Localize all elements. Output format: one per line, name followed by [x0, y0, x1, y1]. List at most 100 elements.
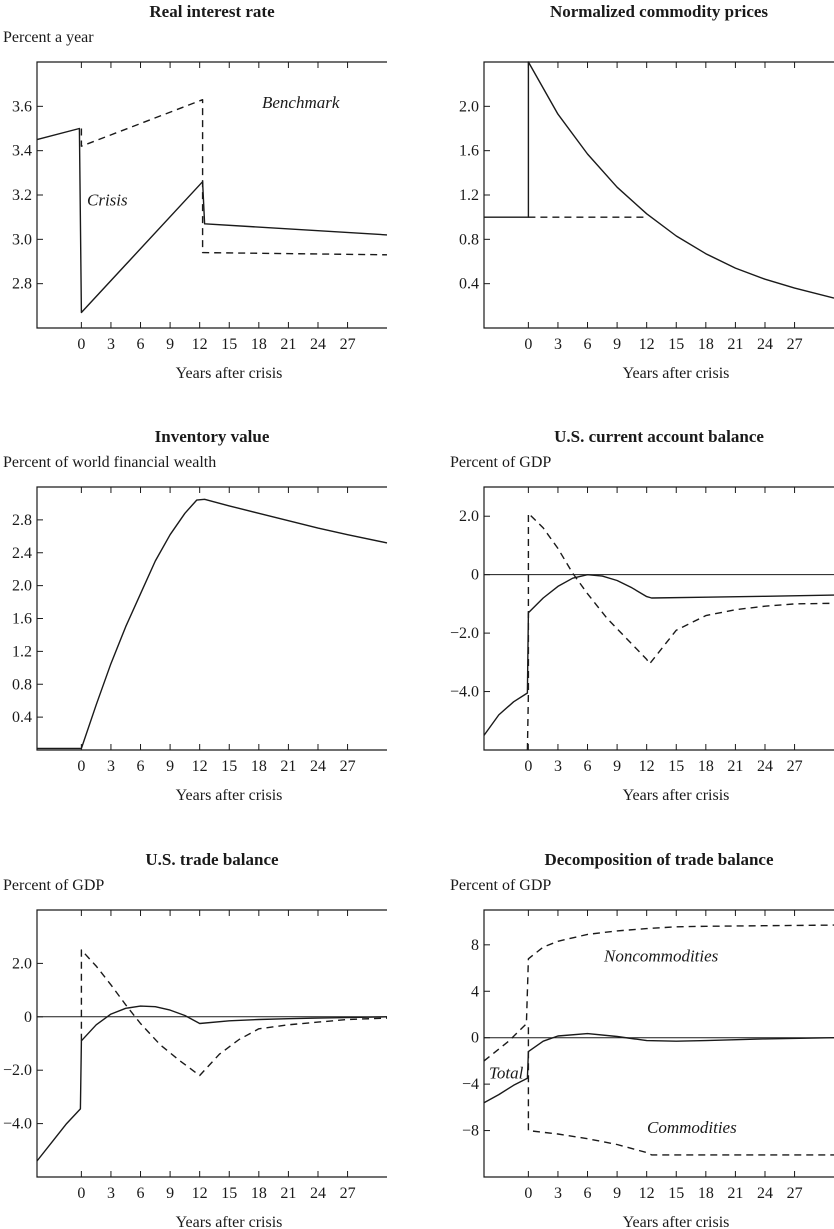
panel-5: U.S. trade balance Percent of GDP −4.0 −2.0…: [3, 850, 388, 1229]
x-tick-label: 18: [251, 336, 267, 353]
annotation-benchmark: Benchmark: [262, 93, 340, 112]
x-tick-label: 3: [554, 336, 562, 353]
x-tick-label: 0: [77, 1185, 85, 1202]
x-tick-label: 6: [584, 758, 592, 775]
series-line-solid-1: [36, 1005, 388, 1162]
x-tick-label: 9: [166, 1185, 174, 1202]
axis-frame: [483, 486, 834, 751]
x-axis-label: Years after crisis: [176, 787, 283, 804]
y-tick-label: 2.0: [459, 508, 479, 525]
y-tick-label: 2.8: [12, 276, 32, 293]
x-tick-label: 6: [584, 1185, 592, 1202]
x-tick-label: 12: [639, 336, 655, 353]
x-tick-label: 3: [554, 1185, 562, 1202]
x-tick-label: 18: [698, 336, 714, 353]
x-tick-label: 24: [757, 1185, 773, 1202]
annotation-commodities: Commodities: [647, 1118, 737, 1137]
x-tick-label: 3: [554, 758, 562, 775]
x-tick-label: 0: [77, 336, 85, 353]
x-tick-label: 21: [727, 758, 743, 775]
x-tick-label: 24: [310, 336, 326, 353]
panel-title: Real interest rate: [149, 2, 275, 21]
x-tick-label: 15: [668, 758, 684, 775]
y-tick-label: 3.0: [12, 231, 32, 248]
panel-2: Normalized commodity prices 0.4 0.8 1.2 1.6 2…: [459, 2, 834, 382]
y-tick-label: 0: [471, 567, 479, 584]
x-tick-label: 6: [137, 758, 145, 775]
series-line-benchmark: [80, 99, 388, 256]
x-tick-label: 21: [280, 758, 296, 775]
x-tick-label: 15: [668, 1185, 684, 1202]
x-tick-label: 21: [280, 336, 296, 353]
x-tick-label: 9: [613, 336, 621, 353]
axis-frame: [483, 61, 834, 329]
panel-title: Normalized commodity prices: [550, 2, 768, 21]
x-tick-label: 24: [310, 758, 326, 775]
x-tick-label: 6: [584, 336, 592, 353]
y-tick-label: 0: [24, 1009, 32, 1026]
panel-subtitle: Percent of GDP: [450, 877, 551, 894]
panel-title: U.S. current account balance: [554, 427, 764, 446]
x-tick-label: 12: [192, 758, 208, 775]
x-tick-label: 27: [340, 1185, 356, 1202]
x-tick-label: 3: [107, 1185, 115, 1202]
y-tick-label: −4: [462, 1076, 479, 1093]
series-line-solid-1: [483, 574, 834, 736]
x-tick-label: 15: [221, 1185, 237, 1202]
y-tick-label: −8: [462, 1123, 479, 1140]
y-tick-label: 3.4: [12, 143, 32, 160]
y-tick-label: 1.6: [459, 143, 479, 160]
axis-frame: [36, 486, 387, 751]
panel-subtitle: Percent of GDP: [3, 877, 104, 894]
y-tick-label: 3.2: [12, 187, 32, 204]
series-line-dashed-2: [526, 512, 834, 751]
x-tick-label: 15: [221, 336, 237, 353]
x-tick-label: 0: [524, 336, 532, 353]
panel-title: U.S. trade balance: [145, 850, 279, 869]
series-line-noncommodities: [483, 924, 834, 1062]
x-tick-label: 12: [192, 336, 208, 353]
y-tick-label: −4.0: [3, 1116, 32, 1133]
axis-frame: [36, 909, 387, 1178]
x-axis-label: Years after crisis: [623, 787, 730, 804]
x-axis-label: Years after crisis: [176, 1214, 283, 1229]
x-tick-label: 12: [639, 1185, 655, 1202]
x-tick-label: 24: [310, 1185, 326, 1202]
x-tick-label: 27: [787, 336, 803, 353]
panel-subtitle: Percent of world financial wealth: [3, 454, 216, 471]
series-line-solid-1: [484, 61, 834, 299]
panel-6: Decomposition of trade balance Percent of…: [450, 850, 834, 1229]
panel-subtitle: Percent a year: [3, 29, 94, 46]
annotation-crisis: Crisis: [87, 190, 128, 209]
x-axis-label: Years after crisis: [623, 1214, 730, 1229]
x-tick-label: 21: [280, 1185, 296, 1202]
x-tick-label: 0: [524, 1185, 532, 1202]
y-tick-label: 1.2: [12, 643, 32, 660]
x-tick-label: 3: [107, 758, 115, 775]
x-tick-label: 12: [639, 758, 655, 775]
x-tick-label: 24: [757, 336, 773, 353]
series-line-dashed-2: [80, 949, 388, 1077]
y-tick-label: 0.8: [459, 231, 479, 248]
y-tick-label: 0.8: [12, 676, 32, 693]
x-tick-label: 15: [668, 336, 684, 353]
x-tick-label: 18: [698, 758, 714, 775]
series-line-total: [483, 1032, 834, 1104]
x-tick-label: 6: [137, 1185, 145, 1202]
y-tick-label: 1.6: [12, 611, 32, 628]
x-tick-label: 21: [727, 1185, 743, 1202]
x-axis-label: Years after crisis: [176, 365, 283, 382]
x-axis-label: Years after crisis: [623, 365, 730, 382]
x-tick-label: 18: [698, 1185, 714, 1202]
x-tick-label: 27: [340, 758, 356, 775]
x-tick-label: 27: [787, 758, 803, 775]
y-tick-label: 0.4: [12, 709, 32, 726]
panel-title: Decomposition of trade balance: [544, 850, 773, 869]
x-tick-label: 18: [251, 1185, 267, 1202]
x-tick-label: 0: [77, 758, 85, 775]
y-tick-label: 1.2: [459, 187, 479, 204]
x-tick-label: 12: [192, 1185, 208, 1202]
x-tick-label: 21: [727, 336, 743, 353]
